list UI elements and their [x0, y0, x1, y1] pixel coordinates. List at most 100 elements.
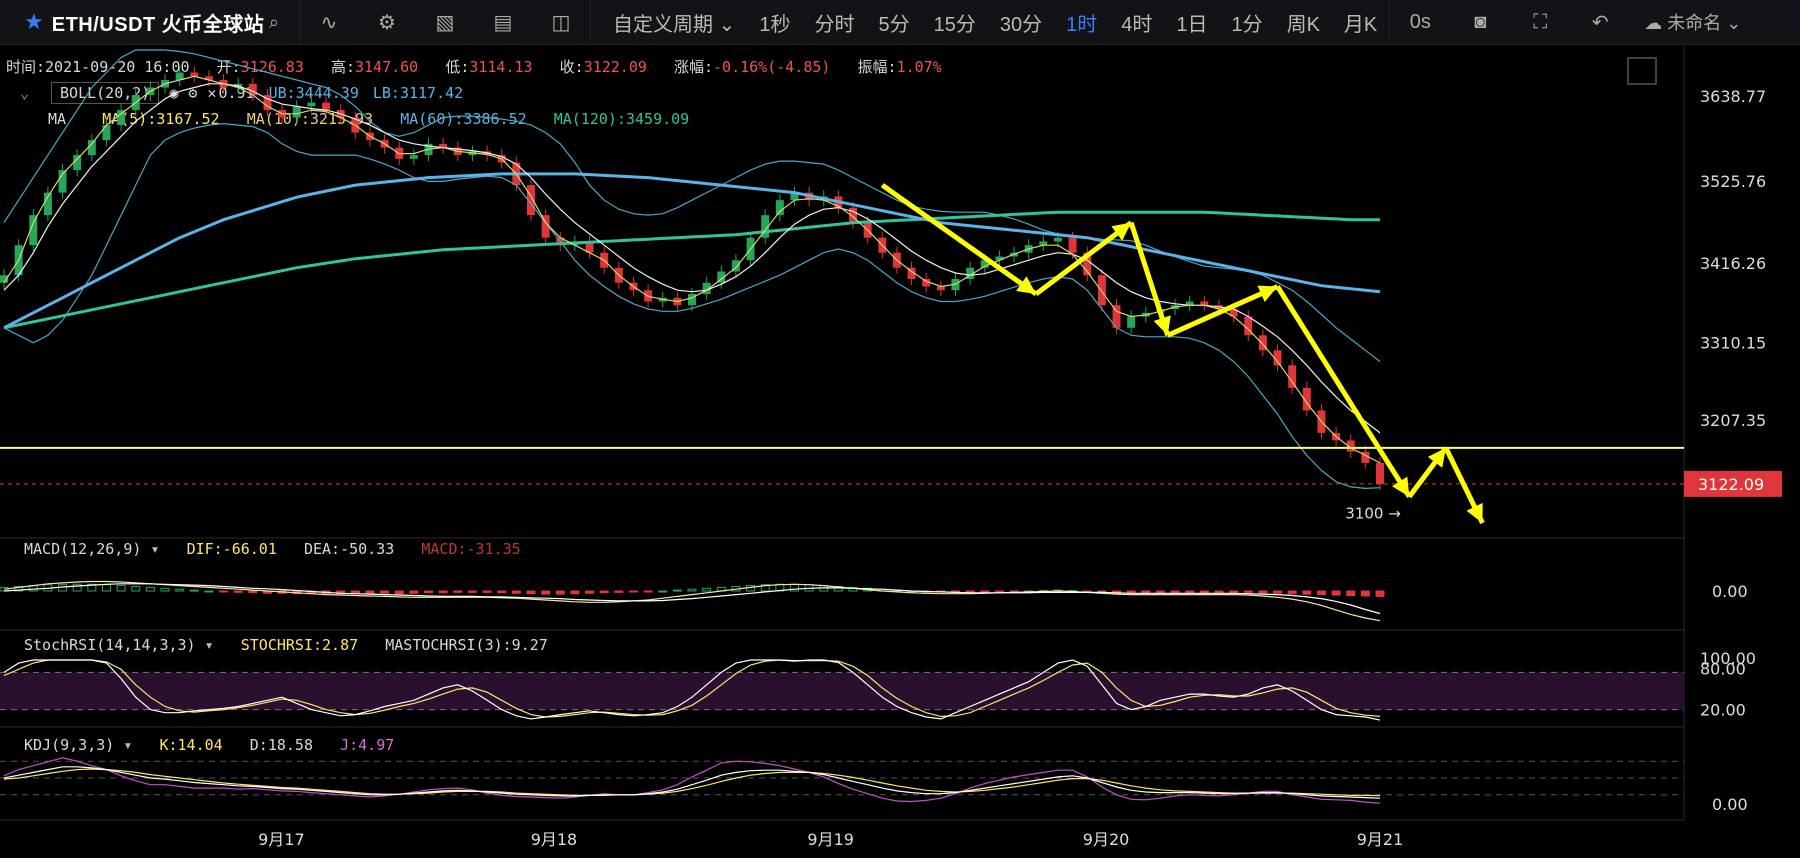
low-label: 低: — [445, 58, 470, 76]
macd-bar — [1068, 590, 1078, 593]
candle-body — [556, 237, 565, 246]
candle-body — [805, 192, 814, 201]
candle-body — [585, 241, 594, 253]
settings-gear-icon[interactable]: ⚙ — [378, 11, 396, 34]
trend-arrowhead-2 — [1153, 315, 1171, 336]
candle-body — [468, 151, 477, 156]
candle-body — [849, 207, 858, 223]
camera-icon[interactable]: ◙ — [1474, 10, 1487, 33]
indicator-icon[interactable]: ∿ — [320, 11, 338, 34]
trend-arrow-4 — [1275, 285, 1412, 499]
macd-bar — [336, 590, 346, 595]
period-2[interactable]: 分时 — [814, 13, 855, 36]
candle-body — [1361, 451, 1370, 463]
layout-icon[interactable]: ◫ — [551, 11, 571, 34]
macd-bar — [1229, 590, 1239, 593]
macd-bar — [1097, 590, 1107, 593]
search-icon[interactable]: ⌕ — [268, 11, 279, 32]
macd-bar — [453, 590, 463, 593]
macd-bar — [424, 590, 433, 594]
macd-bar — [1258, 590, 1268, 594]
stochrsi-d: MASTOCHRSI(3):9.27 — [385, 636, 548, 654]
kdj-name[interactable]: KDJ(9,3,3) — [24, 736, 115, 754]
fullscreen-icon[interactable]: ⛶ — [1533, 10, 1548, 33]
support-level-label: 3100 → — [1345, 504, 1401, 522]
macd-bar — [43, 584, 53, 592]
period-5[interactable]: 30分 — [999, 13, 1043, 36]
macd-bar — [1331, 590, 1341, 596]
boll-close-icon[interactable]: ✕ — [207, 84, 217, 102]
macd-bar — [1126, 590, 1136, 593]
macd-bar — [658, 590, 668, 593]
candle-body — [1083, 252, 1092, 276]
macd-bar — [1009, 590, 1019, 593]
kdj-k-line — [3, 766, 1381, 799]
boll-name[interactable]: BOLL(20,2) — [51, 82, 160, 104]
high-value: 3147.60 — [355, 58, 419, 76]
candle-body — [614, 267, 623, 283]
stochrsi-k-line — [3, 659, 1381, 721]
undo-icon[interactable]: ↶ — [1591, 11, 1609, 34]
candle-body — [966, 267, 975, 279]
trend-arrowhead-1 — [1111, 222, 1132, 241]
macd-bar — [921, 590, 931, 593]
candle-body — [512, 162, 521, 186]
layout-name-cloud[interactable]: ☁ 未命名 ⌄ — [1630, 9, 1741, 35]
candle-body — [1127, 316, 1136, 328]
collapse-chevron-icon[interactable]: ⌄ — [20, 84, 30, 102]
macd-bar — [72, 583, 82, 592]
cloud-icon: ☁ — [1644, 13, 1668, 33]
macd-bar — [394, 590, 404, 595]
boll-ub: UB:3444.39 — [268, 84, 359, 102]
maximize-icon[interactable] — [1627, 57, 1657, 85]
boll-settings-icon[interactable]: ⚙ — [188, 84, 198, 102]
candle-body — [29, 215, 38, 246]
candle-body — [424, 143, 433, 156]
macd-bar — [1112, 590, 1121, 593]
macd-name[interactable]: MACD(12,26,9) — [24, 540, 142, 558]
period-0[interactable]: 自定义周期 ⌄ — [613, 13, 736, 36]
period-4[interactable]: 15分 — [933, 13, 976, 36]
time-value: 2021-09-20 16:00 — [45, 58, 190, 76]
chart-type-icon[interactable]: ▧ — [435, 11, 455, 34]
kdj-zero-label: 0.00 — [1712, 795, 1748, 814]
stochrsi-name[interactable]: StochRSI(14,14,3,3) — [24, 636, 196, 654]
macd-bar — [145, 586, 155, 592]
ma5-value: MA(5):3167.52 — [102, 110, 220, 128]
macd-bar — [687, 588, 697, 592]
period-7[interactable]: 4时 — [1121, 13, 1153, 36]
stochrsi-tick-label: 20.00 — [1700, 701, 1746, 720]
candle-body — [365, 132, 374, 141]
close-value: 3122.09 — [583, 58, 647, 76]
symbol-selector[interactable]: ★ ETH/USDT 火币全球站 ⌕ — [0, 0, 300, 44]
period-1[interactable]: 1秒 — [759, 13, 791, 36]
template-icon[interactable]: ▤ — [493, 11, 513, 34]
period-6[interactable]: 1时 — [1066, 13, 1098, 36]
candle-body — [878, 237, 887, 253]
period-3[interactable]: 5分 — [878, 13, 910, 36]
candle-body — [819, 196, 828, 201]
macd-bar — [58, 584, 68, 592]
period-9[interactable]: 1分 — [1231, 13, 1263, 36]
amplitude-label: 振幅: — [857, 58, 897, 76]
macd-bar — [1170, 590, 1180, 593]
period-11[interactable]: 月K — [1343, 13, 1378, 36]
candle-body — [1258, 335, 1267, 351]
candle-body — [1332, 432, 1341, 441]
macd-legend: MACD(12,26,9) ▾ DIF:-66.01 DEA:-50.33 MA… — [24, 540, 521, 558]
macd-bar — [1024, 590, 1034, 593]
macd-bar — [189, 589, 199, 592]
top-toolbar: ★ ETH/USDT 火币全球站 ⌕ ∿ ⚙ ▧ ▤ ◫ 自定义周期 ⌄ 1秒 分时… — [0, 0, 1800, 45]
candle-body — [1010, 252, 1019, 257]
favorite-star-icon[interactable]: ★ — [24, 9, 44, 34]
candle-body — [673, 297, 682, 306]
period-8[interactable]: 1日 — [1176, 13, 1208, 36]
boll-lower-line — [3, 122, 1381, 490]
candle-body — [600, 252, 609, 268]
candle-body — [43, 192, 52, 216]
eye-icon[interactable]: ◉ — [169, 84, 179, 102]
macd-bar — [746, 585, 756, 592]
period-10[interactable]: 周K — [1286, 13, 1320, 36]
stochrsi-tick-label: 80.00 — [1700, 659, 1746, 678]
